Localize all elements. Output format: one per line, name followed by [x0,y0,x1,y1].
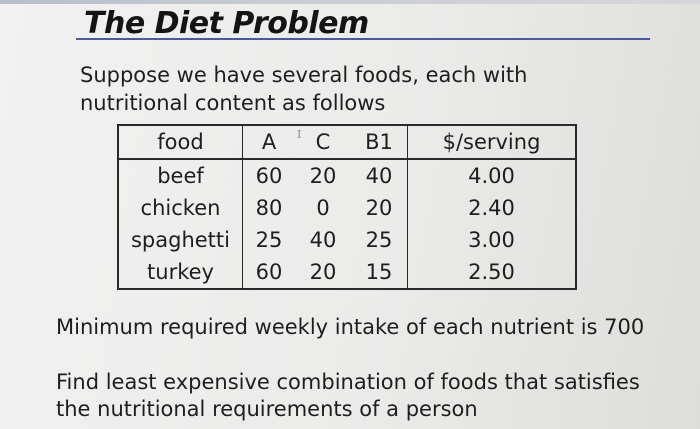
top-accent-strip [0,0,700,4]
objective-text: Find least expensive combination of food… [56,370,640,421]
slide-title: The Diet Problem [84,6,369,41]
cell-nutrient-c: 20 [309,260,337,284]
table-row: chicken 80 0 20 2.40 [118,192,576,224]
intro-text: Suppose we have several foods, each with… [80,63,528,115]
table-row: spaghetti 25 40 25 3.00 [118,224,576,256]
cell-cost: 2.50 [468,260,515,284]
text-cursor-marker: I [297,128,302,141]
nutrition-table: food A C B1 $/serving beef 60 20 40 4.00… [117,124,577,290]
cell-cost: 3.00 [468,228,515,252]
cell-nutrient-a: 60 [255,260,283,284]
cell-nutrient-b1: 25 [351,224,408,256]
cell-nutrient-c: 40 [309,228,337,252]
cell-nutrient-b1: 20 [351,192,408,224]
cell-nutrient-b1: 40 [351,159,408,192]
title-underline [76,38,650,40]
minimum-intake-text: Minimum required weekly intake of each n… [56,315,645,339]
header-nutrient-a: A [242,125,295,160]
cell-nutrient-a: 80 [255,196,283,220]
cell-food: turkey [118,256,243,289]
cell-nutrient-c: 20 [309,164,337,188]
header-nutrient-c: C [295,125,351,160]
header-nutrient-b1: B1 [351,125,408,160]
table-header-row: food A C B1 $/serving [118,125,576,160]
table-row: beef 60 20 40 4.00 [118,159,576,192]
cell-nutrient-c: 0 [316,196,330,220]
cell-cost: 2.40 [468,196,515,220]
cell-cost: 4.00 [468,164,515,188]
cell-food: chicken [118,192,243,224]
cell-nutrient-b1: 15 [351,256,408,289]
header-cost-per-serving: $/serving [407,125,576,160]
table-row: turkey 60 20 15 2.50 [118,256,576,289]
cell-nutrient-a: 25 [255,228,283,252]
header-food: food [118,125,243,160]
cell-nutrient-a: 60 [255,164,283,188]
cell-food: beef [118,159,243,192]
cell-food: spaghetti [118,224,243,256]
